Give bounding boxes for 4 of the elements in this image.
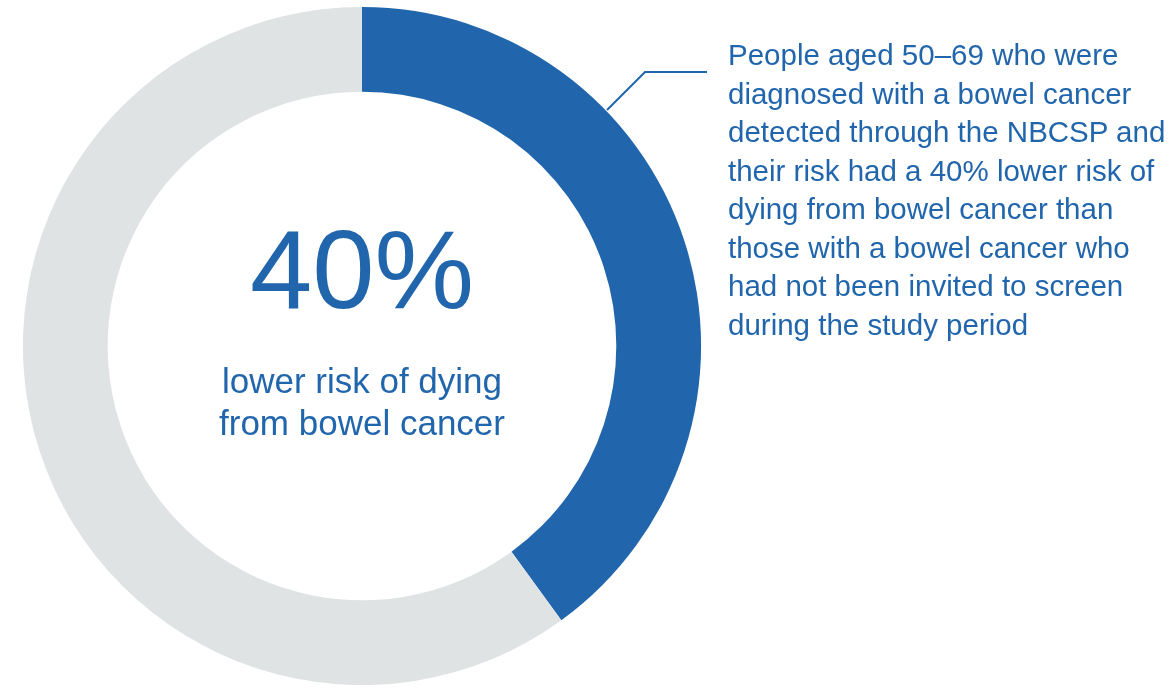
text: 40% bbox=[248, 207, 476, 332]
donut-slice bbox=[22, 6, 562, 685]
text: People aged 50–69 who were diagnosed with a bowel cancer detected through the NBCSP and their risk had a 40% lower risk of dying from bowel cancer than those with a bowel cancer who had not been invited to screen during the study period bbox=[728, 37, 1167, 343]
text: lower risk of dying from bowel cancer bbox=[218, 360, 506, 444]
